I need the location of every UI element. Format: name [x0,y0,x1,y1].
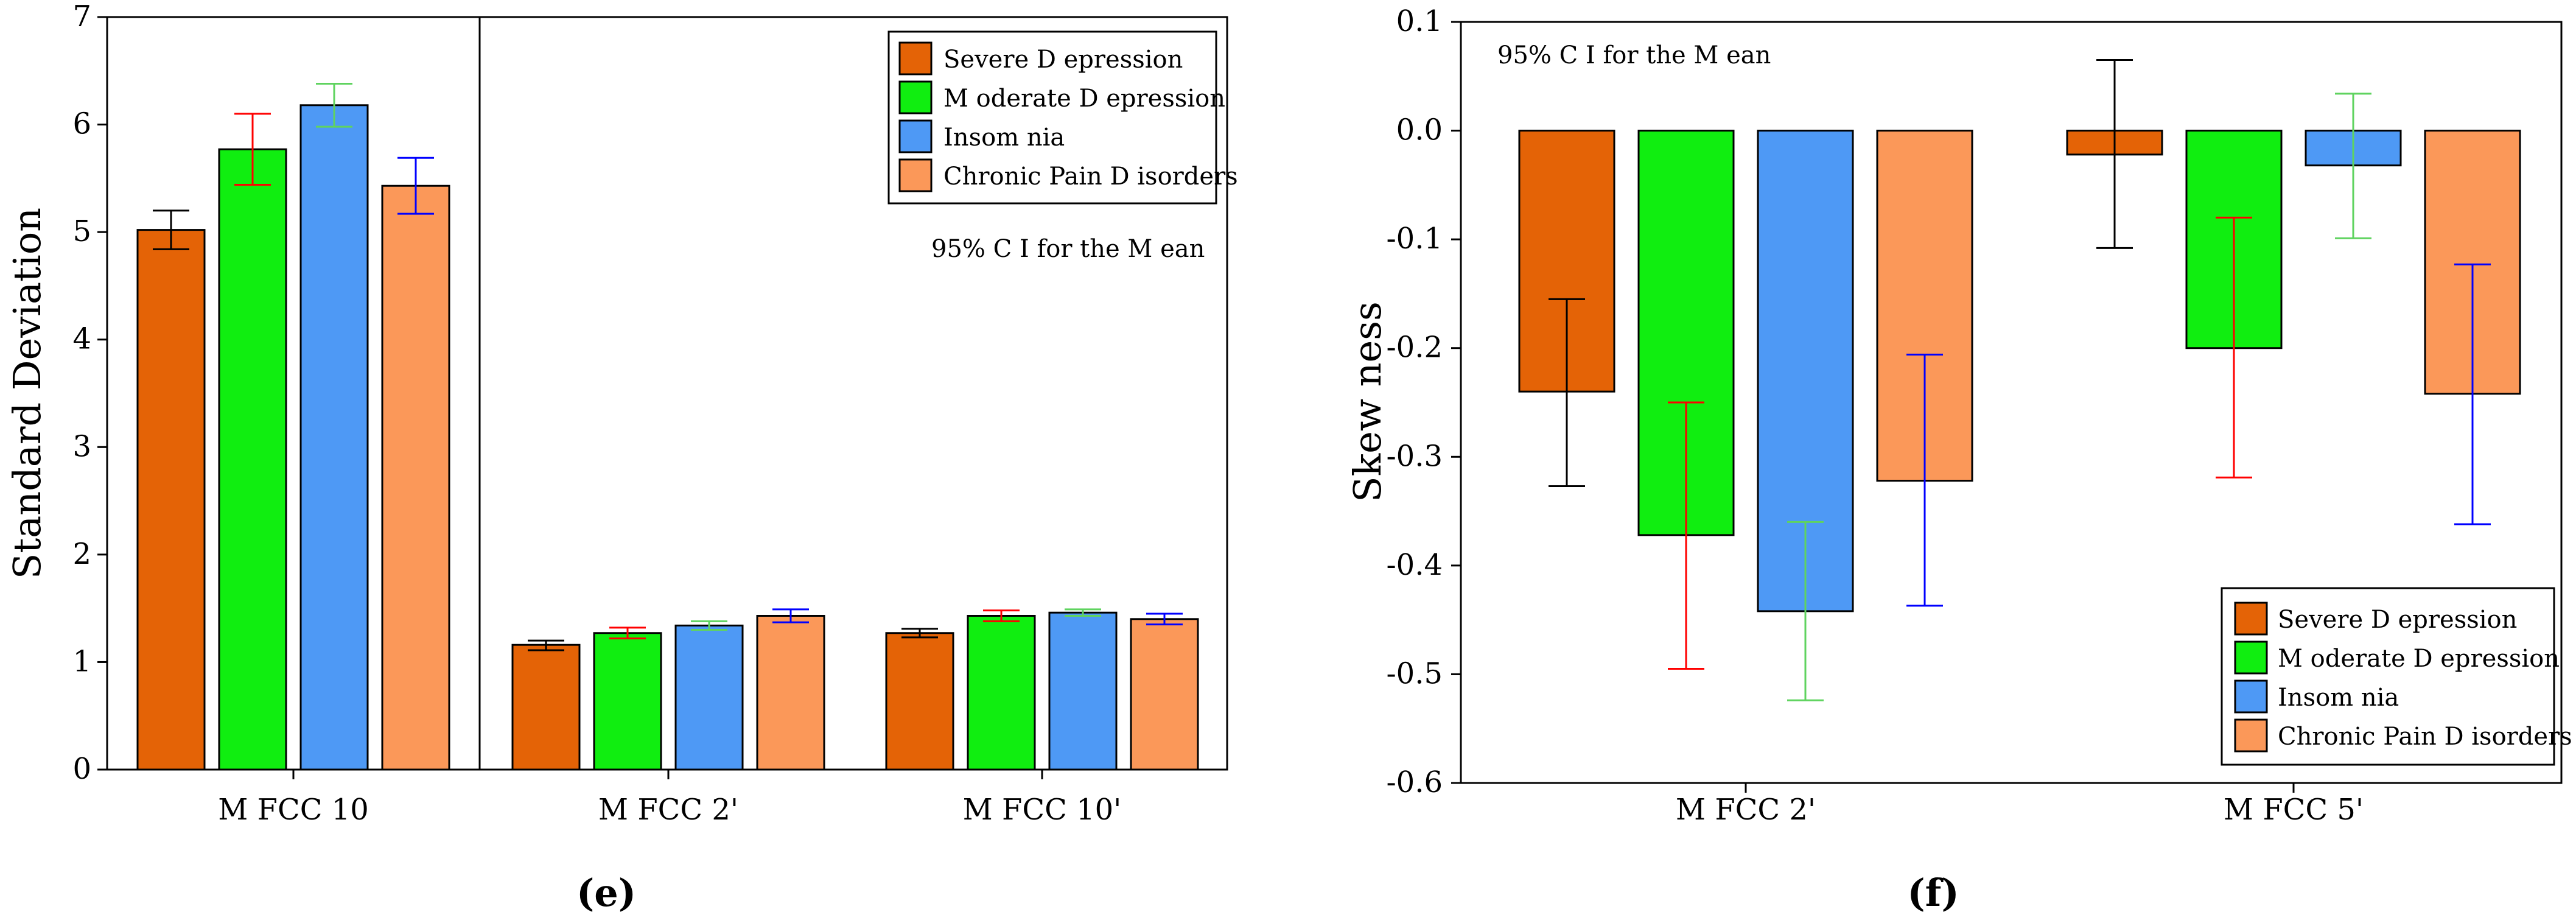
y-axis-ticks: 0 1 2 3 4 5 6 7 [72,0,107,786]
legend-label-chronic: Chronic Pain D isorders [943,163,1238,191]
bar-moderate-0 [218,148,287,771]
y-tick-label: -0.3 [1386,439,1443,473]
error-bar-insomnia-2 [1065,608,1101,617]
error-bars-group [1549,59,2491,701]
legend-swatch-moderate [898,80,933,114]
error-bar-severe-0 [153,209,189,250]
bar-chronic-0 [381,184,450,771]
error-bar-moderate-1 [609,626,646,640]
error-bar-chronic-2 [1146,612,1183,626]
y-tick-label: 3 [72,429,91,463]
error-bar-insomnia-0 [1787,521,1824,701]
panel-label-f: (f) [1907,871,1959,915]
legend-label-severe: Severe D epression [2278,606,2517,634]
bar-moderate-2 [967,615,1036,771]
error-bar-moderate-1 [2216,216,2252,479]
y-tick-label: 7 [72,0,91,33]
bar-moderate-1 [593,632,662,771]
error-bar-insomnia-0 [316,82,352,128]
bars-group [136,104,1199,771]
error-bar-moderate-0 [234,113,271,186]
bar-severe-0 [136,229,206,771]
legend-swatch-insomnia [898,119,933,153]
legend-label-chronic: Chronic Pain D isorders [2278,723,2572,751]
x-tick-label: M FCC 10 [218,793,369,827]
error-bar-moderate-0 [1668,401,1704,670]
x-axis-ticks: M FCC 10 M FCC 2' M FCC 10' [218,770,1121,827]
legend-label-severe: Severe D epression [943,46,1183,74]
y-tick-label: -0.6 [1386,765,1443,799]
chart-panel-e: 0 1 2 3 4 5 6 7 M FCC 10 M FCC 2' M FCC 10' Stand… [5,0,1238,915]
bar-chronic-2 [1130,618,1199,771]
y-tick-label: 0.0 [1396,113,1443,147]
bar-insomnia-0 [299,104,369,771]
y-tick-label: 6 [72,107,91,141]
legend-label-moderate: M oderate D epression [943,85,1225,113]
error-bar-chronic-1 [772,608,809,623]
bar-insomnia-2 [1048,611,1118,771]
legend-swatch-severe [898,41,933,75]
y-axis-label: Skew ness [1345,301,1390,502]
legend-label-moderate: M oderate D epression [2278,645,2560,673]
panel-label-e: (e) [576,871,636,915]
y-tick-label: -0.4 [1386,548,1443,582]
y-tick-label: 2 [72,537,91,571]
legend-label-insomnia: Insom nia [943,124,1065,152]
bar-severe-1 [511,644,581,771]
error-bar-chronic-0 [397,156,434,215]
y-tick-label: -0.5 [1386,656,1443,690]
x-tick-label: M FCC 2' [598,793,738,827]
plot-frame [1460,21,2563,784]
legend-box [887,30,1217,205]
y-tick-label: -0.2 [1386,331,1443,365]
legend-box [2221,587,2555,766]
y-tick-label: 0 [72,752,91,786]
bar-insomnia-1 [674,624,744,771]
y-axis-ticks: 0.1 0.0 -0.1 -0.2 -0.3 -0.4 -0.5 -0.6 [1386,4,1461,799]
error-bar-moderate-2 [983,609,1020,622]
x-tick-label: M FCC 2' [1676,793,1816,827]
error-bar-severe-1 [528,639,564,651]
bar-severe-2 [885,632,954,771]
error-bar-chronic-0 [1906,353,1943,607]
ci-annotation: 95% C I for the M ean [1497,41,1771,69]
legend-swatch-severe [2234,602,2268,636]
bar-chronic-1 [756,615,825,771]
legend-swatch-moderate [2234,640,2268,675]
error-bar-chronic-1 [2454,263,2491,525]
legend: Severe D epression M oderate D epression… [2221,587,2572,766]
legend: Severe D epression M oderate D epression… [887,30,1238,205]
legend-swatch-insomnia [2234,679,2268,714]
x-axis-ticks: M FCC 2' M FCC 5' [1676,783,2364,827]
legend-swatch-chronic [898,158,933,192]
y-tick-label: 0.1 [1396,4,1443,38]
ci-annotation: 95% C I for the M ean [931,235,1205,263]
legend-swatch-chronic [2234,718,2268,753]
plot-frame [106,16,1228,771]
error-bar-severe-0 [1549,298,1585,487]
error-bar-insomnia-1 [2335,93,2371,239]
x-tick-label: M FCC 5' [2224,793,2364,827]
error-bar-insomnia-1 [691,620,727,631]
error-bar-severe-2 [901,628,938,639]
y-tick-label: 1 [72,644,91,678]
y-tick-label: 4 [72,322,91,356]
legend-label-insomnia: Insom nia [2278,684,2399,712]
y-axis-label: Standard Deviation [5,208,49,579]
error-bar-severe-1 [2096,59,2133,249]
error-bars-group [153,82,1183,651]
y-tick-label: -0.1 [1386,222,1443,256]
chart-panel-f: 0.10.0-0.1-0.2-0.3-0.4-0.5-0.6 M FCC 2' M… [1345,4,2572,915]
bars-group [1518,130,2521,612]
y-tick-label: 5 [72,214,91,248]
x-tick-label: M FCC 10' [963,793,1122,827]
